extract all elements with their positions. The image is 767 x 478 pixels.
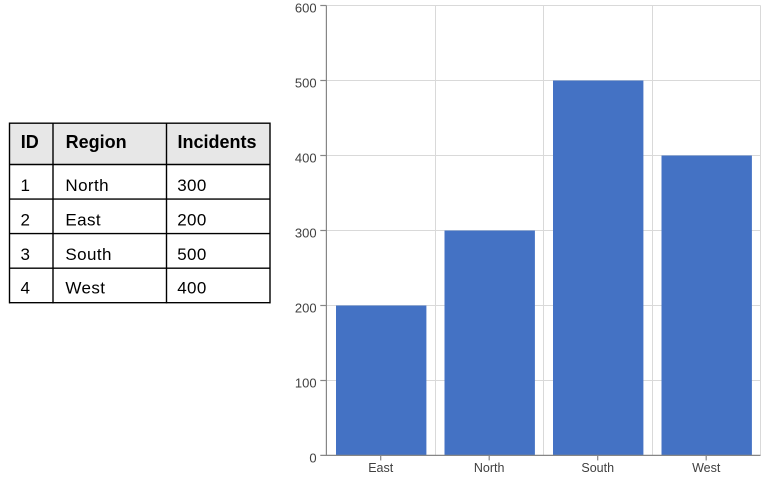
svg-text:1: 1 [21, 176, 31, 195]
svg-text:Incidents: Incidents [178, 132, 257, 152]
svg-text:West: West [65, 279, 105, 298]
svg-text:South: South [581, 461, 614, 475]
svg-text:400: 400 [177, 279, 207, 298]
svg-text:3: 3 [21, 245, 31, 264]
svg-text:Region: Region [66, 132, 127, 152]
svg-text:East: East [65, 210, 101, 229]
svg-text:West: West [692, 461, 721, 475]
svg-text:4: 4 [21, 279, 31, 298]
svg-text:300: 300 [295, 225, 317, 240]
svg-text:300: 300 [177, 176, 207, 195]
svg-text:ID: ID [21, 132, 39, 152]
svg-text:North: North [474, 461, 505, 475]
svg-text:South: South [65, 245, 111, 264]
svg-text:600: 600 [295, 1, 317, 16]
svg-text:North: North [65, 176, 109, 195]
svg-text:200: 200 [295, 300, 317, 315]
svg-text:400: 400 [295, 151, 317, 166]
svg-text:500: 500 [295, 76, 317, 91]
svg-text:200: 200 [177, 210, 207, 229]
svg-text:East: East [368, 461, 394, 475]
svg-text:500: 500 [177, 245, 207, 264]
svg-text:100: 100 [295, 375, 317, 390]
svg-text:2: 2 [21, 210, 31, 229]
svg-text:0: 0 [309, 450, 316, 465]
